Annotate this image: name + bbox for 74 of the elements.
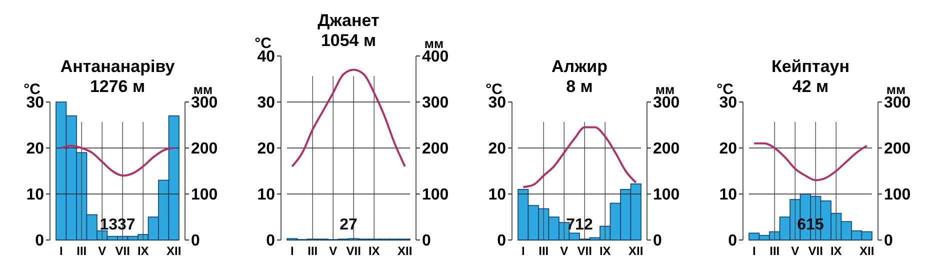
- y2-tick-label: 100: [422, 186, 449, 204]
- chart-title: Джанет: [318, 11, 380, 30]
- chart-title: Алжир: [552, 57, 608, 76]
- chart-subtitle: 42 м: [792, 77, 829, 96]
- x-tick-label: VII: [808, 244, 823, 258]
- y2-tick-label: 400: [422, 48, 449, 66]
- x-tick-label: XII: [860, 244, 874, 258]
- y-tick-label: 20: [488, 140, 506, 158]
- y-tick-label: 10: [488, 186, 506, 204]
- y2-tick-label: 100: [191, 186, 218, 204]
- x-tick-label: IX: [137, 244, 149, 258]
- x-tick-label: III: [538, 244, 549, 258]
- line-series: [291, 68, 406, 168]
- y2-tick-label: 0: [191, 232, 200, 250]
- y2-tick-label: 300: [884, 94, 911, 112]
- y2-tick-label: 200: [191, 140, 218, 158]
- chart-title: Кейптаун: [771, 57, 850, 76]
- x-tick-label: III: [308, 244, 318, 258]
- y2-tick-label: 200: [884, 140, 911, 158]
- y2-tick-label: 100: [884, 186, 911, 204]
- x-tick-label: IX: [830, 244, 842, 258]
- x-tick-label: III: [76, 244, 87, 258]
- y2-tick-label: 300: [653, 94, 680, 112]
- x-tick-label: XII: [166, 244, 182, 258]
- y2-axis-title: мм: [655, 82, 675, 97]
- x-tick-label: V: [329, 244, 338, 258]
- x-tick-label: VII: [115, 244, 130, 258]
- y-tick-label: 10: [257, 186, 276, 204]
- x-tick-label: VII: [346, 244, 361, 258]
- x-tick-label: I: [521, 244, 525, 258]
- y-tick-label: 20: [257, 140, 276, 158]
- chart-subtitle: 1054 м: [320, 31, 376, 50]
- x-tick-label: I: [752, 244, 756, 258]
- y2-tick-label: 200: [653, 140, 680, 158]
- y-tick-label: 0: [728, 232, 738, 250]
- y2-axis-title: мм: [886, 82, 906, 97]
- x-tick-label: V: [560, 244, 568, 258]
- y2-tick-label: 200: [422, 140, 449, 158]
- y-tick-label: 30: [719, 94, 738, 112]
- y2-tick-label: 300: [191, 94, 218, 112]
- y2-axis-title: мм: [424, 36, 444, 51]
- y-tick-label: 30: [26, 94, 44, 112]
- y-tick-label: 10: [719, 186, 738, 204]
- y-tick-label: 40: [257, 48, 276, 66]
- x-tick-label: IX: [599, 244, 611, 258]
- y-tick-label: 20: [26, 140, 44, 158]
- chart-title: Антананаріву: [60, 57, 176, 76]
- y-tick-label: 20: [719, 140, 738, 158]
- y2-tick-label: 100: [653, 186, 680, 204]
- x-tick-label: I: [59, 244, 63, 258]
- chart-subtitle: 8 м: [566, 77, 593, 96]
- y2-axis-title: мм: [193, 82, 213, 97]
- chart-subtitle: 1276 м: [90, 77, 146, 96]
- line-series: [60, 144, 175, 177]
- x-tick-label: V: [98, 244, 106, 258]
- x-tick-label: III: [770, 244, 780, 258]
- y-tick-label: 30: [488, 94, 506, 112]
- y2-tick-label: 0: [884, 232, 893, 250]
- x-tick-label: XII: [398, 244, 412, 258]
- y-tick-label: 10: [26, 186, 44, 204]
- y-tick-label: 30: [257, 94, 276, 112]
- y-tick-label: 0: [266, 232, 276, 250]
- line-series: [522, 126, 637, 188]
- x-tick-label: VII: [577, 244, 592, 258]
- y-tick-label: 0: [35, 232, 44, 250]
- y-tick-label: 0: [497, 232, 506, 250]
- x-tick-label: V: [791, 244, 800, 258]
- y2-tick-label: 300: [422, 94, 449, 112]
- x-tick-label: I: [290, 244, 294, 258]
- x-tick-label: IX: [368, 244, 380, 258]
- x-tick-label: XII: [628, 244, 644, 258]
- line-series: [753, 142, 868, 182]
- y2-tick-label: 0: [653, 232, 662, 250]
- y2-tick-label: 0: [422, 232, 431, 250]
